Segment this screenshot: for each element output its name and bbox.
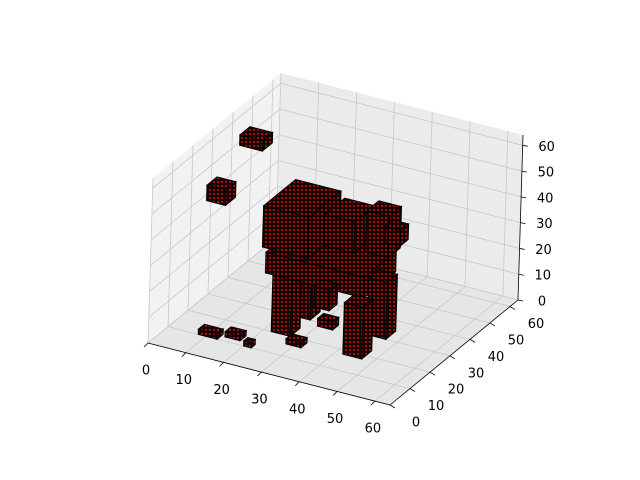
grid-line <box>167 161 174 327</box>
grid-line <box>426 111 433 277</box>
voxel-face <box>367 268 399 284</box>
y-tick-label: 50 <box>508 333 525 348</box>
y-tick-label: 60 <box>528 317 545 332</box>
x-tick-label: 40 <box>289 402 306 417</box>
x-tick-label: 10 <box>176 373 193 388</box>
z-tick-label: 60 <box>538 140 555 155</box>
y-tick-label: 30 <box>468 366 485 381</box>
voxel-face <box>361 298 374 361</box>
tick-mark <box>257 371 262 377</box>
x-tick-label: 30 <box>251 393 268 408</box>
tick-mark <box>219 362 224 367</box>
tick-mark <box>143 342 149 348</box>
grid-line <box>374 295 504 402</box>
tick-mark <box>489 322 496 327</box>
z-tick-label: 40 <box>537 191 554 206</box>
z-tick-label: 20 <box>535 243 552 258</box>
voxel-face <box>270 268 293 337</box>
x-tick-label: 20 <box>213 383 230 398</box>
y-tick-label: 0 <box>412 416 420 431</box>
voxel-face <box>313 279 339 291</box>
grid-line <box>279 108 523 172</box>
grid-line <box>278 160 521 224</box>
voxel-face <box>365 200 403 218</box>
tick-mark <box>509 306 516 310</box>
axis-line <box>517 134 524 301</box>
tick-mark <box>522 144 528 147</box>
tick-mark <box>370 400 376 406</box>
grid-line <box>187 145 194 311</box>
voxel-face <box>238 126 274 142</box>
grid-line <box>279 134 522 198</box>
y-tick-label: 10 <box>428 399 445 414</box>
grid-line <box>152 83 281 189</box>
voxel-face <box>262 178 343 218</box>
tick-mark <box>518 273 524 276</box>
x-tick-label: 50 <box>327 412 344 427</box>
axis-line <box>389 299 519 406</box>
voxel-face <box>242 336 257 344</box>
x-tick-label: 0 <box>142 364 150 379</box>
tick-mark <box>517 299 524 302</box>
y-tick-label: 40 <box>488 350 505 365</box>
voxel-face <box>384 219 410 232</box>
voxel-face <box>342 301 364 360</box>
tick-mark <box>449 355 456 360</box>
z-tick-label: 50 <box>538 166 555 181</box>
tick-mark <box>521 170 527 173</box>
grid-line <box>247 95 254 261</box>
grid-line <box>502 131 509 297</box>
tick-mark <box>519 248 525 250</box>
voxel-face <box>316 312 340 323</box>
tick-mark <box>181 352 187 357</box>
voxel-face <box>284 333 309 344</box>
tick-mark <box>332 391 338 396</box>
grid-line <box>149 186 278 292</box>
grid-line <box>207 128 214 294</box>
axis-line <box>147 342 391 406</box>
tick-mark <box>429 371 436 376</box>
grid-line <box>464 121 471 287</box>
grid-line <box>150 160 279 266</box>
tick-mark <box>469 339 476 343</box>
tick-mark <box>521 196 527 199</box>
voxel-face <box>205 176 238 191</box>
x-tick-label: 60 <box>365 422 382 437</box>
grid-line <box>187 309 431 373</box>
voxel-face <box>197 323 225 335</box>
grid-line <box>336 286 466 392</box>
grid-line <box>147 237 277 344</box>
tick-mark <box>409 388 416 392</box>
voxel-face <box>343 293 375 308</box>
tick-mark <box>520 222 526 225</box>
voxel-face <box>385 273 398 341</box>
z-tick-label: 0 <box>538 295 546 310</box>
y-tick-label: 20 <box>448 383 465 398</box>
z-tick-label: 30 <box>536 217 553 232</box>
voxel-face <box>224 326 248 337</box>
grid-line <box>151 108 281 215</box>
grid-line <box>148 211 278 318</box>
tick-mark <box>389 404 396 409</box>
z-tick-label: 10 <box>535 269 552 284</box>
grid-line <box>147 177 154 344</box>
grid-line <box>280 82 523 146</box>
voxels <box>197 126 410 361</box>
tick-mark <box>294 381 300 387</box>
